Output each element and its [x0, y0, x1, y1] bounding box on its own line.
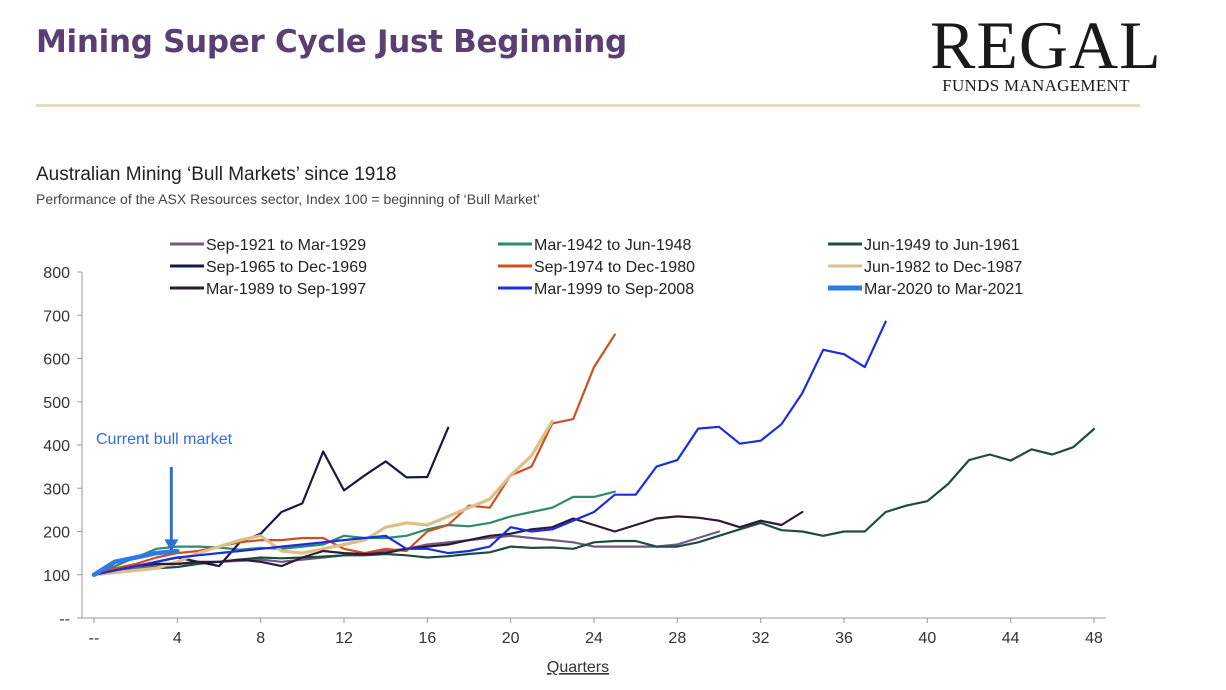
- legend-label-7: Mar-1999 to Sep-2008: [534, 281, 694, 298]
- y-tick-label: 600: [43, 352, 70, 369]
- logo-sub-text: FUNDS MANAGEMENT: [942, 76, 1130, 95]
- y-tick-label: 300: [43, 481, 70, 498]
- x-tick-label: 40: [918, 630, 936, 647]
- header-divider: [36, 104, 1140, 107]
- legend-label-0: Sep-1921 to Mar-1929: [206, 237, 366, 254]
- y-tick-label: 100: [43, 568, 70, 585]
- legend-label-1: Mar-1942 to Jun-1948: [534, 237, 692, 254]
- x-tick-label: 32: [752, 630, 770, 647]
- y-tick-label: 500: [43, 395, 70, 412]
- x-tick-label: --: [89, 630, 100, 647]
- x-tick-label: 12: [335, 630, 353, 647]
- annotation-arrow-head: [164, 539, 179, 552]
- series-line-6: [92, 510, 804, 576]
- x-tick-label: 20: [502, 630, 520, 647]
- y-tick-label: 400: [43, 438, 70, 455]
- series-line-4: [92, 333, 616, 576]
- series-line-8: [91, 548, 180, 578]
- x-axis-label: Quarters: [547, 659, 609, 676]
- x-tick-label: 8: [256, 630, 265, 647]
- page-title: Mining Super Cycle Just Beginning: [36, 24, 627, 60]
- x-tick-label: 16: [418, 630, 436, 647]
- y-tick-label: 200: [43, 525, 70, 542]
- legend-label-3: Sep-1965 to Dec-1969: [206, 259, 367, 276]
- logo-main-text: REGAL: [930, 7, 1162, 83]
- legend-label-8: Mar-2020 to Mar-2021: [864, 281, 1023, 298]
- x-tick-label: 44: [1002, 630, 1020, 647]
- x-tick-label: 48: [1085, 630, 1103, 647]
- x-tick-label: 4: [173, 630, 182, 647]
- chart-subtitle: Performance of the ASX Resources sector,…: [36, 191, 540, 207]
- y-tick-label: 700: [43, 308, 70, 325]
- y-tick-label: 800: [43, 265, 70, 282]
- legend-label-6: Mar-1989 to Sep-1997: [206, 281, 366, 298]
- x-tick-label: 36: [835, 630, 853, 647]
- legend-label-4: Sep-1974 to Dec-1980: [534, 259, 695, 276]
- chart-title: Australian Mining ‘Bull Markets’ since 1…: [36, 164, 397, 185]
- series-line-2: [92, 427, 1096, 576]
- y-tick-label: --: [59, 611, 70, 628]
- legend-label-5: Jun-1982 to Dec-1987: [864, 259, 1022, 276]
- annotation-text: Current bull market: [96, 431, 233, 448]
- regal-logo: REGAL FUNDS MANAGEMENT: [930, 7, 1162, 96]
- x-tick-label: 28: [668, 630, 686, 647]
- x-tick-label: 24: [585, 630, 603, 647]
- series-line-1: [92, 490, 616, 576]
- legend-label-2: Jun-1949 to Jun-1961: [864, 237, 1020, 254]
- series-line-7: [92, 320, 887, 576]
